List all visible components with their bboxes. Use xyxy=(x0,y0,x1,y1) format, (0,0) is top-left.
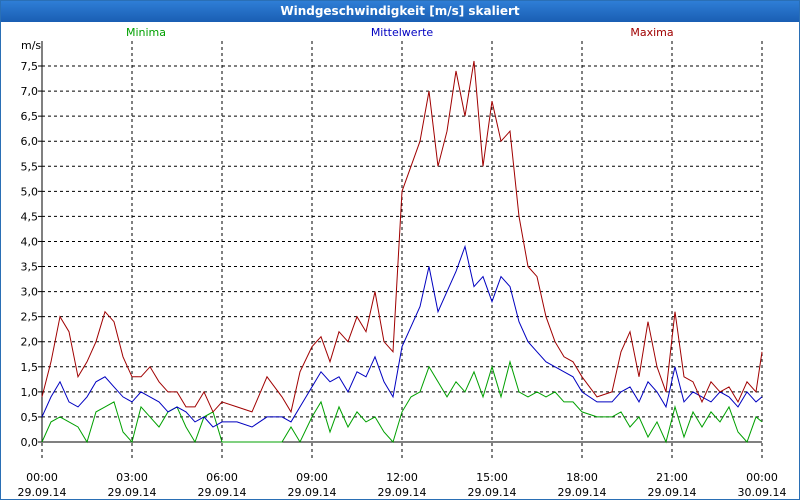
window-title: Windgeschwindigkeit [m/s] skaliert xyxy=(1,1,799,22)
x-tick-time: 00:00 xyxy=(746,471,778,484)
y-tick-label: 7,0 xyxy=(21,85,39,98)
series-line-maxima xyxy=(41,60,763,414)
x-tick-time: 03:00 xyxy=(116,471,148,484)
y-tick-label: 0,5 xyxy=(21,411,39,424)
x-tick-date: 29.09.14 xyxy=(378,486,427,499)
x-tick-date: 30.09.14 xyxy=(738,486,787,499)
x-tick-time: 18:00 xyxy=(566,471,598,484)
chart-axes xyxy=(38,41,762,443)
y-tick-label: 6,0 xyxy=(21,135,39,148)
x-tick-time: 21:00 xyxy=(656,471,688,484)
y-tick-label: 5,5 xyxy=(21,160,39,173)
y-tick-label: 3,0 xyxy=(21,286,39,299)
x-tick-date: 29.09.14 xyxy=(468,486,517,499)
x-tick-labels: 00:00 29.09.14 03:00 29.09.14 06:00 29.09.14 0… xyxy=(18,471,787,499)
x-tick-time: 12:00 xyxy=(386,471,418,484)
y-unit-label: m/s xyxy=(21,39,41,52)
y-tick-label: 1,0 xyxy=(21,386,39,399)
series-line-minima xyxy=(41,359,763,444)
x-tick-date: 29.09.14 xyxy=(198,486,247,499)
x-tick-time: 00:00 xyxy=(26,471,58,484)
y-tick-label: 1,5 xyxy=(21,361,39,374)
series-lines xyxy=(41,60,763,444)
x-tick-date: 29.09.14 xyxy=(18,486,67,499)
x-tick-time: 06:00 xyxy=(206,471,238,484)
y-tick-label: 6,5 xyxy=(21,110,39,123)
y-tick-label: 2,5 xyxy=(21,311,39,324)
x-tick-time: 09:00 xyxy=(296,471,328,484)
legend-maxima: Maxima xyxy=(630,26,673,39)
x-tick-date: 29.09.14 xyxy=(108,486,157,499)
y-tick-label: 7,5 xyxy=(21,60,39,73)
y-tick-labels: 0,0 0,5 1,0 1,5 2,0 2,5 3,0 3,5 4,0 4,5 5,0 5,5 6,0 6… xyxy=(21,60,39,449)
series-line-mittelwerte xyxy=(41,244,763,428)
y-tick-label: 2,0 xyxy=(21,336,39,349)
x-tick-time: 15:00 xyxy=(476,471,508,484)
x-tick-date: 29.09.14 xyxy=(648,486,697,499)
y-tick-label: 4,0 xyxy=(21,235,39,248)
y-tick-label: 3,5 xyxy=(21,261,39,274)
y-tick-label: 0,0 xyxy=(21,436,39,449)
x-tick-date: 29.09.14 xyxy=(558,486,607,499)
x-tick-date: 29.09.14 xyxy=(288,486,337,499)
legend-minima: Minima xyxy=(126,26,166,39)
y-tick-label: 5,0 xyxy=(21,185,39,198)
legend-mittelwerte: Mittelwerte xyxy=(371,26,434,39)
y-tick-label: 4,5 xyxy=(21,210,39,223)
